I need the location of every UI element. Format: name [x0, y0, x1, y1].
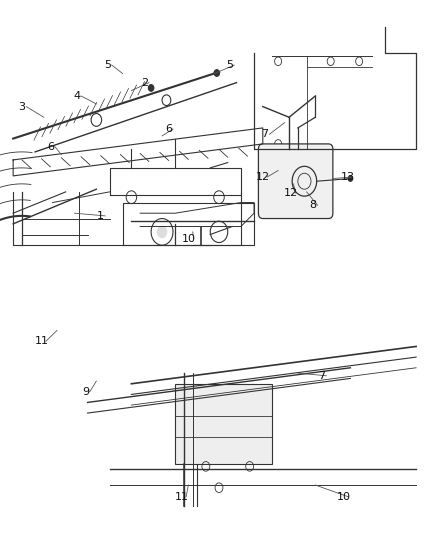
Text: 9: 9 — [82, 387, 89, 397]
Text: 4: 4 — [73, 91, 80, 101]
Text: 12: 12 — [256, 172, 270, 182]
Polygon shape — [175, 384, 272, 464]
Text: 5: 5 — [104, 60, 111, 70]
Circle shape — [348, 176, 353, 181]
Circle shape — [148, 85, 154, 91]
Text: 7: 7 — [318, 371, 325, 381]
Text: 3: 3 — [18, 102, 25, 111]
Text: 11: 11 — [35, 336, 49, 346]
Text: 10: 10 — [337, 492, 351, 502]
Text: 1: 1 — [97, 211, 104, 221]
Text: 7: 7 — [261, 130, 268, 139]
Text: 6: 6 — [165, 124, 172, 134]
FancyBboxPatch shape — [258, 144, 333, 219]
Text: 8: 8 — [310, 200, 317, 210]
Text: 2: 2 — [141, 78, 148, 87]
Text: 6: 6 — [47, 142, 54, 151]
Circle shape — [157, 225, 167, 238]
Text: 10: 10 — [182, 234, 196, 244]
Text: 13: 13 — [341, 172, 355, 182]
Circle shape — [214, 70, 219, 76]
Text: 12: 12 — [284, 188, 298, 198]
Text: 5: 5 — [226, 60, 233, 70]
Text: 11: 11 — [175, 492, 189, 502]
